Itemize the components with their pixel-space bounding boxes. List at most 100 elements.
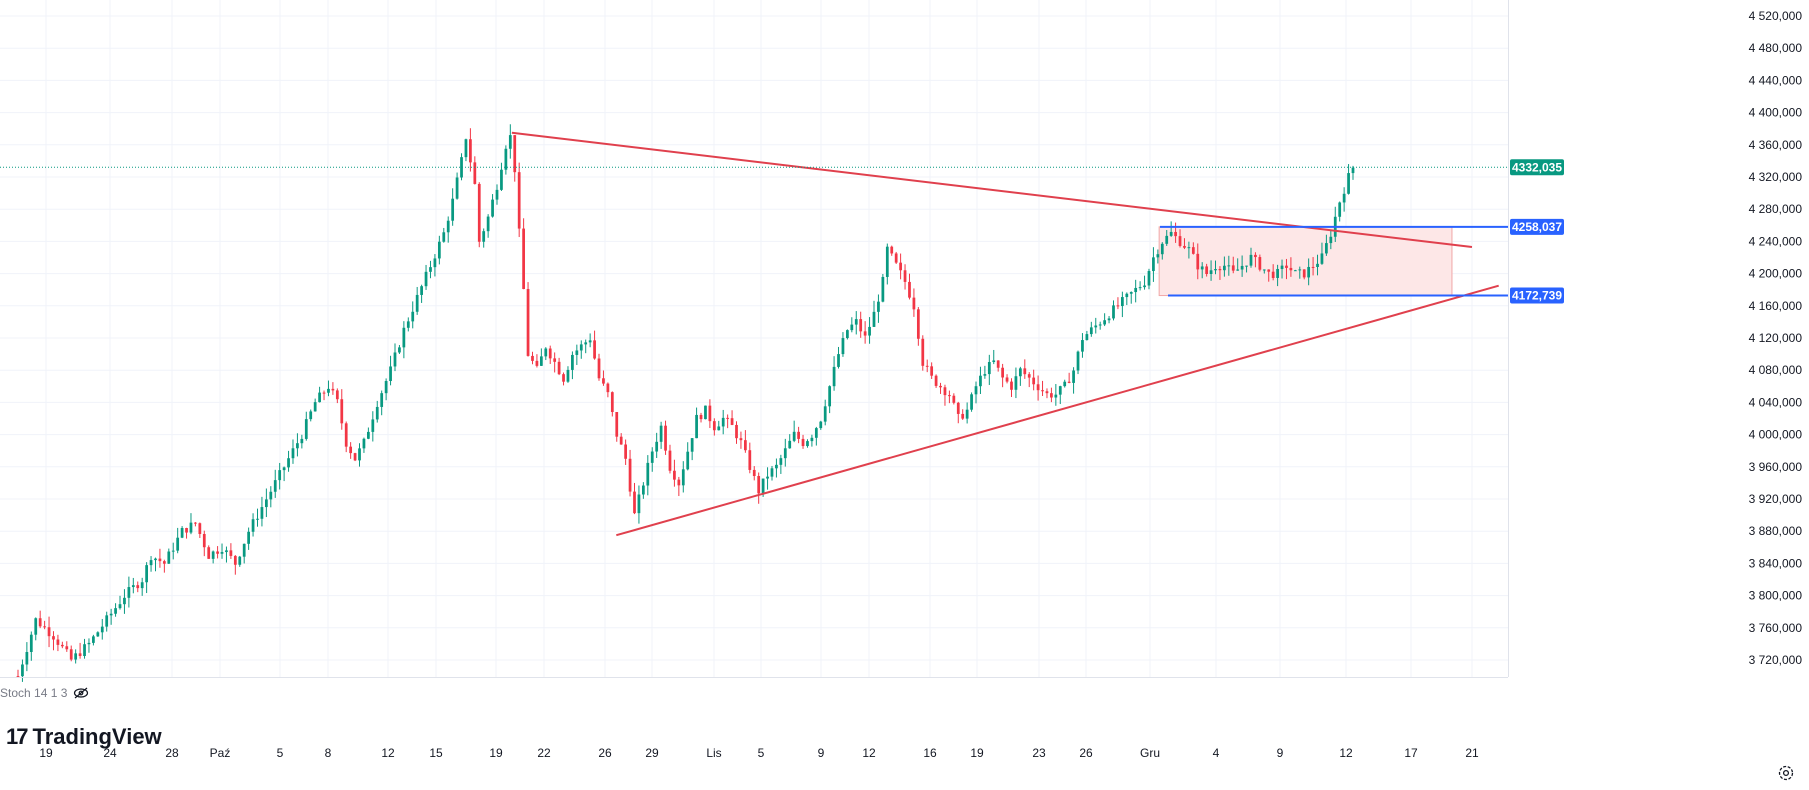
y-tick-label: 4 200,000 bbox=[1749, 267, 1803, 281]
candle-up bbox=[242, 543, 246, 557]
candle-down bbox=[194, 522, 197, 524]
candle-up bbox=[850, 324, 854, 331]
candle-up bbox=[792, 431, 796, 441]
x-tick-label: 17 bbox=[1404, 746, 1418, 760]
candle-up bbox=[823, 406, 827, 422]
candle-up bbox=[1147, 271, 1151, 286]
candle-up bbox=[171, 550, 175, 552]
y-tick-label: 4 000,000 bbox=[1749, 428, 1803, 442]
price-axis[interactable]: 3 720,000 3 760,000 3 800,000 3 840,000 3 88… bbox=[1749, 9, 1803, 667]
candle-down bbox=[52, 636, 55, 640]
candle-up bbox=[1014, 376, 1018, 390]
x-tick-label: Lis bbox=[706, 746, 721, 760]
candle-up bbox=[149, 560, 153, 566]
candle-up bbox=[1103, 320, 1107, 325]
candle-up bbox=[806, 441, 809, 447]
candle-up bbox=[114, 608, 117, 614]
candle-up bbox=[1072, 370, 1075, 383]
x-tick-label: 8 bbox=[325, 746, 332, 760]
candle-down bbox=[739, 438, 743, 441]
candle-up bbox=[264, 499, 268, 508]
candle-down bbox=[65, 646, 69, 650]
y-tick-label: 3 960,000 bbox=[1749, 460, 1803, 474]
candle-up bbox=[87, 642, 91, 645]
candle-up bbox=[1240, 265, 1244, 270]
candle-up bbox=[367, 431, 370, 439]
candle-up bbox=[291, 448, 295, 459]
candle-up bbox=[837, 354, 840, 367]
candle-down bbox=[890, 246, 894, 254]
indicator-label[interactable]: Stoch 14 1 3 bbox=[0, 686, 68, 700]
candle-up bbox=[29, 634, 33, 652]
candle-down bbox=[38, 618, 42, 627]
candle-up bbox=[287, 458, 290, 468]
candle-down bbox=[207, 547, 211, 559]
y-tick-label: 4 240,000 bbox=[1749, 234, 1803, 248]
candle-down bbox=[1258, 257, 1262, 270]
settings-icon[interactable] bbox=[1777, 764, 1795, 782]
candle-down bbox=[668, 450, 672, 471]
x-tick-label: 16 bbox=[923, 746, 937, 760]
candle-up bbox=[721, 417, 725, 427]
candle-up bbox=[1316, 263, 1319, 267]
x-tick-label: 26 bbox=[1079, 746, 1093, 760]
candle-up bbox=[779, 458, 783, 465]
y-tick-label: 3 800,000 bbox=[1749, 589, 1803, 603]
candle-up bbox=[491, 199, 494, 217]
candle-down bbox=[1032, 377, 1036, 385]
candle-down bbox=[56, 639, 60, 645]
eye-off-icon[interactable] bbox=[73, 687, 89, 699]
candle-down bbox=[1174, 231, 1177, 237]
candle-up bbox=[1338, 202, 1342, 217]
candle-up bbox=[686, 451, 690, 470]
candle-up bbox=[650, 451, 654, 463]
candle-up bbox=[1351, 167, 1355, 174]
candle-up bbox=[309, 411, 313, 420]
candle-up bbox=[965, 409, 969, 419]
x-tick-label: 15 bbox=[429, 746, 443, 760]
tradingview-logo[interactable]: 17 TradingView bbox=[6, 724, 162, 750]
candle-up bbox=[282, 467, 286, 471]
lower-trendline[interactable] bbox=[616, 284, 1499, 537]
candle-down bbox=[726, 417, 730, 419]
candle-up bbox=[402, 327, 406, 348]
candle-up bbox=[1063, 381, 1067, 387]
candle-up bbox=[885, 246, 889, 277]
candle-up bbox=[495, 189, 499, 200]
time-axis[interactable]: 19 24 28 Paź 5 8 12 15 19 22 26 29 Lis 5 9 12 16 19 23 26 Gr… bbox=[39, 746, 1479, 760]
candle-up bbox=[832, 366, 836, 387]
candle-up bbox=[579, 344, 583, 351]
candle-up bbox=[987, 362, 991, 375]
candle-up bbox=[992, 360, 996, 363]
candle-up bbox=[1214, 269, 1217, 271]
candle-up bbox=[681, 469, 685, 486]
candle-up bbox=[1249, 254, 1253, 266]
candle-up bbox=[424, 271, 428, 287]
candle-up bbox=[819, 421, 823, 429]
candle-up bbox=[211, 551, 215, 559]
candle-up bbox=[1342, 193, 1346, 203]
candle-down bbox=[673, 470, 676, 480]
resistance-badge: 4258,037 bbox=[1510, 218, 1564, 235]
candle-up bbox=[1107, 318, 1111, 321]
candle-up bbox=[868, 326, 871, 336]
candle-up bbox=[318, 392, 321, 403]
candle-down bbox=[961, 413, 965, 419]
candle-up bbox=[1187, 247, 1191, 249]
x-tick-label: 28 bbox=[165, 746, 179, 760]
candle-up bbox=[1058, 386, 1062, 395]
candle-up bbox=[646, 462, 650, 486]
candle-up bbox=[1081, 340, 1084, 352]
candle-down bbox=[202, 533, 206, 548]
indicator-legend[interactable]: Stoch 14 1 3 bbox=[0, 683, 89, 703]
candle-up bbox=[659, 425, 663, 442]
candle-down bbox=[752, 469, 756, 477]
candle-up bbox=[145, 565, 148, 583]
candle-up bbox=[1089, 327, 1093, 335]
candle-down bbox=[908, 281, 911, 298]
upper-trendline[interactable] bbox=[511, 131, 1473, 249]
candle-up bbox=[451, 198, 455, 221]
candle-up bbox=[584, 342, 588, 345]
candle-up bbox=[415, 294, 419, 312]
